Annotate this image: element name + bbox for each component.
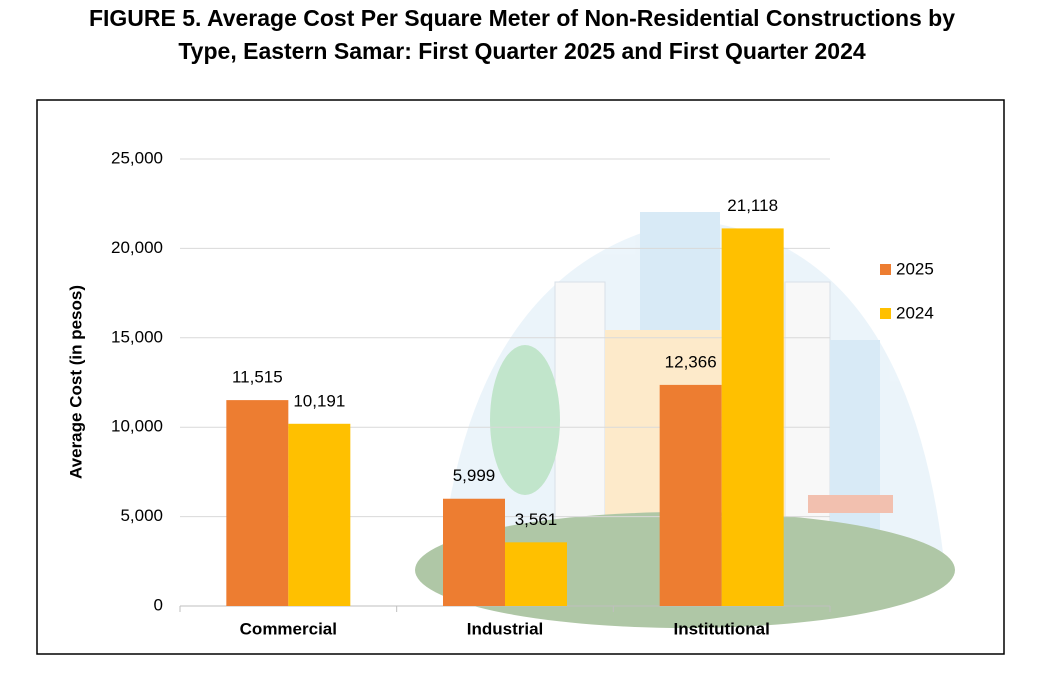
- background-illustration: [415, 212, 955, 628]
- value-label: 3,561: [515, 510, 558, 529]
- x-tick-label: Institutional: [674, 619, 770, 638]
- y-tick-label: 0: [154, 595, 163, 614]
- bar: [226, 400, 289, 606]
- value-label: 21,118: [727, 196, 778, 215]
- chart-title: Type, Eastern Samar: First Quarter 2025 …: [178, 38, 866, 64]
- chart-title: FIGURE 5. Average Cost Per Square Meter …: [89, 5, 955, 31]
- value-label: 5,999: [453, 466, 496, 485]
- tree: [490, 345, 560, 495]
- bench: [808, 495, 893, 513]
- bar: [659, 384, 722, 606]
- value-label: 12,366: [665, 352, 717, 371]
- legend-swatch: [880, 308, 891, 319]
- y-tick-label: 20,000: [111, 238, 163, 257]
- x-tick-label: Industrial: [467, 619, 544, 638]
- value-label: 10,191: [293, 391, 345, 410]
- y-tick-label: 5,000: [120, 506, 163, 525]
- legend-label: 2025: [896, 259, 934, 278]
- building: [554, 281, 606, 543]
- y-tick-label: 10,000: [111, 417, 163, 436]
- x-tick-label: Commercial: [240, 619, 337, 638]
- legend-label: 2024: [896, 303, 934, 322]
- bar: [288, 423, 351, 606]
- bar: [443, 498, 505, 606]
- legend-swatch: [880, 264, 891, 275]
- y-axis-title: Average Cost (in pesos): [66, 285, 85, 479]
- y-tick-label: 15,000: [111, 327, 163, 346]
- value-label: 11,515: [232, 368, 283, 387]
- bar: [721, 228, 784, 606]
- frame: [36, 99, 1005, 655]
- y-tick-label: 25,000: [111, 148, 163, 167]
- bar: [505, 542, 567, 606]
